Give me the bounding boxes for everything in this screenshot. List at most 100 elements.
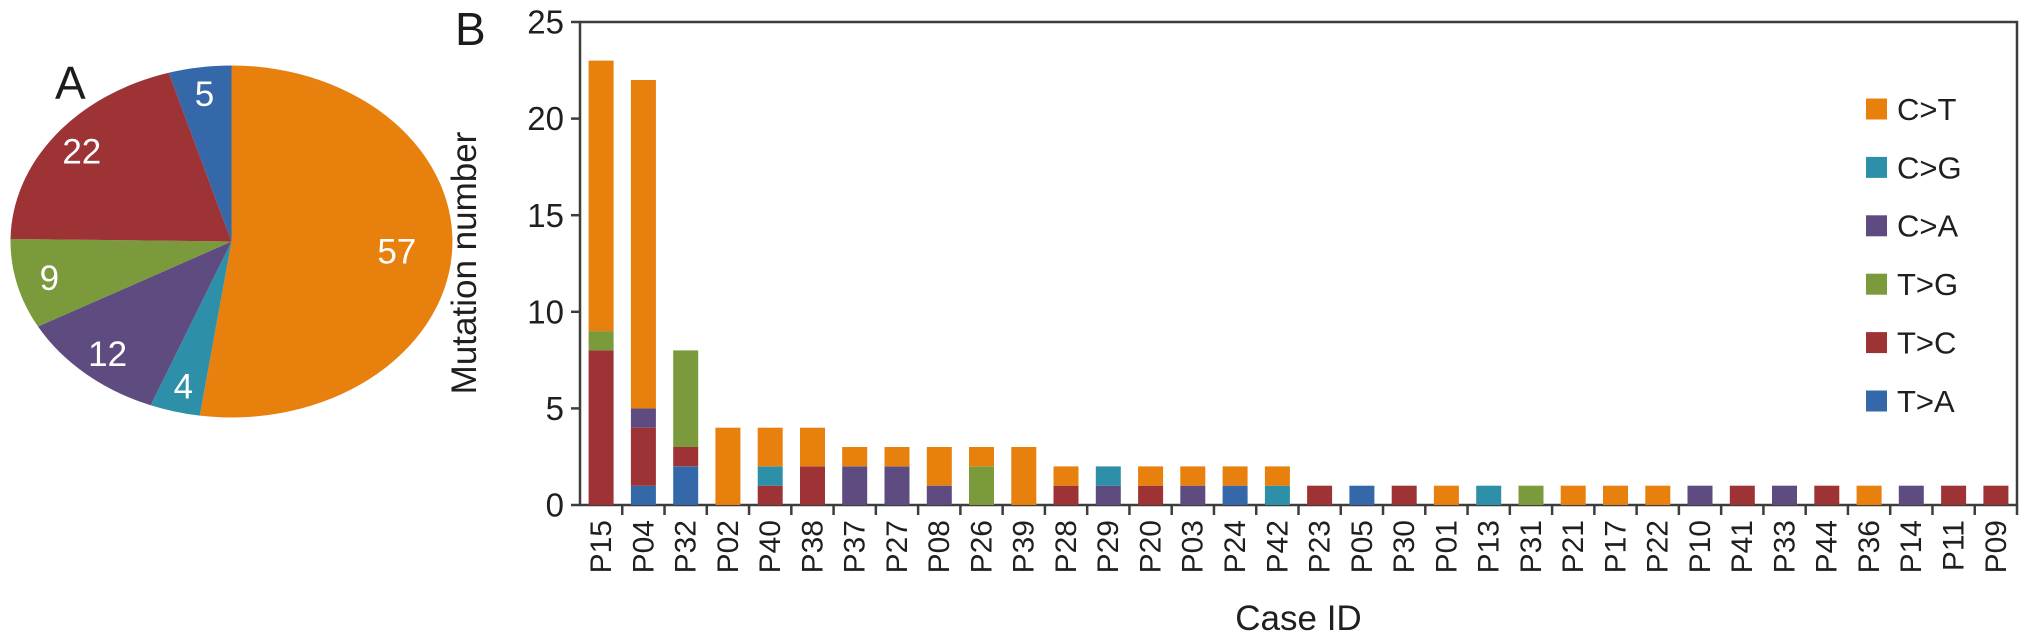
x-tick-label-p11: P11: [1938, 520, 1971, 571]
bar-segment-p04-c-to-t: [630, 80, 656, 409]
panel-b-label: B: [455, 3, 486, 55]
x-tick-label-p09: P09: [1980, 520, 2013, 573]
legend-swatch-t-to-a: [1866, 390, 1887, 412]
pie-slice-c-to-g: [150, 241, 232, 416]
x-tick-label-p13: P13: [1473, 520, 1506, 573]
bar-segment-p28-c-to-t: [1053, 466, 1079, 486]
bar-segment-p10-c-to-a: [1687, 485, 1713, 505]
legend-swatch-c-to-a: [1866, 215, 1887, 237]
legend-label-c-to-t: C>T: [1897, 92, 1956, 127]
bar-segment-p15-c-to-t: [588, 60, 614, 332]
legend-label-t-to-a: T>A: [1897, 384, 1955, 419]
bar-segment-p09-t-to-c: [1983, 485, 2009, 505]
x-tick-label-p30: P30: [1388, 520, 1421, 573]
bar-segment-p03-c-to-t: [1180, 466, 1206, 486]
x-tick-label-p31: P31: [1515, 520, 1548, 573]
legend-label-c-to-g: C>G: [1897, 150, 1962, 185]
bar-segment-p37-c-to-t: [842, 447, 868, 467]
pie-value-label-c-to-a: 12: [88, 335, 127, 374]
x-tick-label-p38: P38: [796, 520, 829, 573]
x-tick-label-p40: P40: [754, 520, 787, 573]
bar-segment-p29-c-to-a: [1095, 485, 1121, 505]
x-tick-label-p17: P17: [1599, 520, 1632, 573]
y-tick-label-10: 10: [527, 293, 564, 330]
bar-segment-p29-c-to-g: [1095, 466, 1121, 486]
bar-segment-p17-c-to-t: [1603, 485, 1628, 505]
bar-segment-p42-c-to-t: [1264, 466, 1290, 486]
bar-segment-p32-t-to-a: [673, 466, 699, 505]
pie-slice-t-to-c: [10, 72, 232, 242]
legend-swatch-t-to-c: [1866, 332, 1887, 354]
bar-segment-p04-t-to-c: [630, 427, 656, 486]
y-tick-label-20: 20: [527, 100, 564, 137]
bar-segment-p21-c-to-t: [1560, 485, 1586, 505]
bar-segment-p15-t-to-g: [588, 331, 614, 351]
x-tick-label-p44: P44: [1811, 520, 1844, 573]
bar-segment-p40-t-to-c: [757, 485, 783, 505]
x-tick-label-p27: P27: [881, 520, 914, 573]
bar-segment-p40-c-to-g: [757, 466, 783, 486]
x-tick-label-p20: P20: [1134, 520, 1167, 573]
bar-segment-p36-c-to-t: [1856, 485, 1882, 505]
x-tick-label-p01: P01: [1430, 520, 1463, 573]
legend-label-t-to-g: T>G: [1897, 267, 1958, 302]
bar-segment-p13-c-to-g: [1476, 485, 1502, 505]
bar-segment-p23-t-to-c: [1307, 485, 1333, 505]
panel-a-label: A: [55, 57, 86, 109]
bar-segment-p26-t-to-g: [969, 466, 994, 505]
bar-segment-p24-t-to-a: [1222, 485, 1248, 505]
x-tick-label-p23: P23: [1304, 520, 1337, 573]
bar-segment-p40-c-to-t: [757, 427, 783, 467]
pie-value-label-c-to-t: 57: [377, 232, 416, 271]
bar-segment-p24-c-to-t: [1222, 466, 1248, 486]
bar-segment-p41-t-to-c: [1729, 485, 1755, 505]
bar-segment-p32-t-to-g: [673, 350, 699, 447]
x-axis-title: Case ID: [1235, 599, 1361, 638]
x-tick-label-p22: P22: [1642, 520, 1675, 573]
pie-slice-t-to-a: [168, 65, 232, 242]
pie-slice-c-to-t: [199, 65, 453, 418]
bar-segment-p14-c-to-a: [1898, 485, 1924, 505]
legend-swatch-t-to-g: [1866, 273, 1887, 295]
pie-slice-t-to-g: [10, 238, 232, 327]
bar-segment-p08-c-to-t: [926, 447, 952, 486]
bar-segment-p27-c-to-a: [884, 466, 910, 505]
bar-segment-p37-c-to-a: [842, 466, 868, 505]
bar-segment-p42-c-to-g: [1264, 485, 1290, 505]
bar-segment-p38-t-to-c: [800, 466, 825, 505]
bar-segment-p04-c-to-a: [630, 408, 656, 428]
pie-value-label-t-to-g: 9: [40, 259, 59, 298]
y-tick-label-5: 5: [546, 390, 564, 427]
bar-segment-p08-c-to-a: [926, 485, 952, 505]
bar-segment-p02-c-to-t: [715, 427, 741, 505]
y-tick-label-15: 15: [527, 197, 564, 234]
bar-segment-p22-c-to-t: [1645, 485, 1671, 505]
x-tick-label-p36: P36: [1853, 520, 1886, 573]
x-tick-label-p32: P32: [670, 520, 703, 573]
bar-segment-p15-t-to-c: [588, 350, 614, 505]
x-tick-label-p41: P41: [1726, 520, 1759, 573]
legend-label-c-to-a: C>A: [1897, 209, 1958, 244]
x-tick-label-p15: P15: [585, 520, 618, 573]
y-axis-title: Mutation number: [445, 131, 484, 394]
bar-segment-p05-t-to-a: [1349, 485, 1375, 505]
x-tick-label-p28: P28: [1050, 520, 1083, 573]
y-tick-label-0: 0: [546, 487, 564, 524]
bar-segment-p20-c-to-t: [1138, 466, 1164, 486]
bar-segment-p11-t-to-c: [1941, 485, 1967, 505]
bar-segment-p03-c-to-a: [1180, 485, 1206, 505]
bar-segment-p38-c-to-t: [800, 427, 825, 467]
x-tick-label-p26: P26: [965, 520, 998, 573]
x-tick-label-p08: P08: [923, 520, 956, 573]
pie-value-label-t-to-c: 22: [62, 132, 101, 171]
x-tick-label-p24: P24: [1219, 520, 1252, 573]
bar-segment-p30-t-to-c: [1391, 485, 1417, 505]
x-tick-label-p33: P33: [1768, 520, 1801, 573]
x-tick-label-p29: P29: [1092, 520, 1125, 573]
x-tick-label-p14: P14: [1895, 520, 1928, 573]
legend-swatch-c-to-t: [1866, 98, 1887, 120]
legend-label-t-to-c: T>C: [1897, 325, 1956, 360]
x-tick-label-p42: P42: [1261, 520, 1294, 573]
